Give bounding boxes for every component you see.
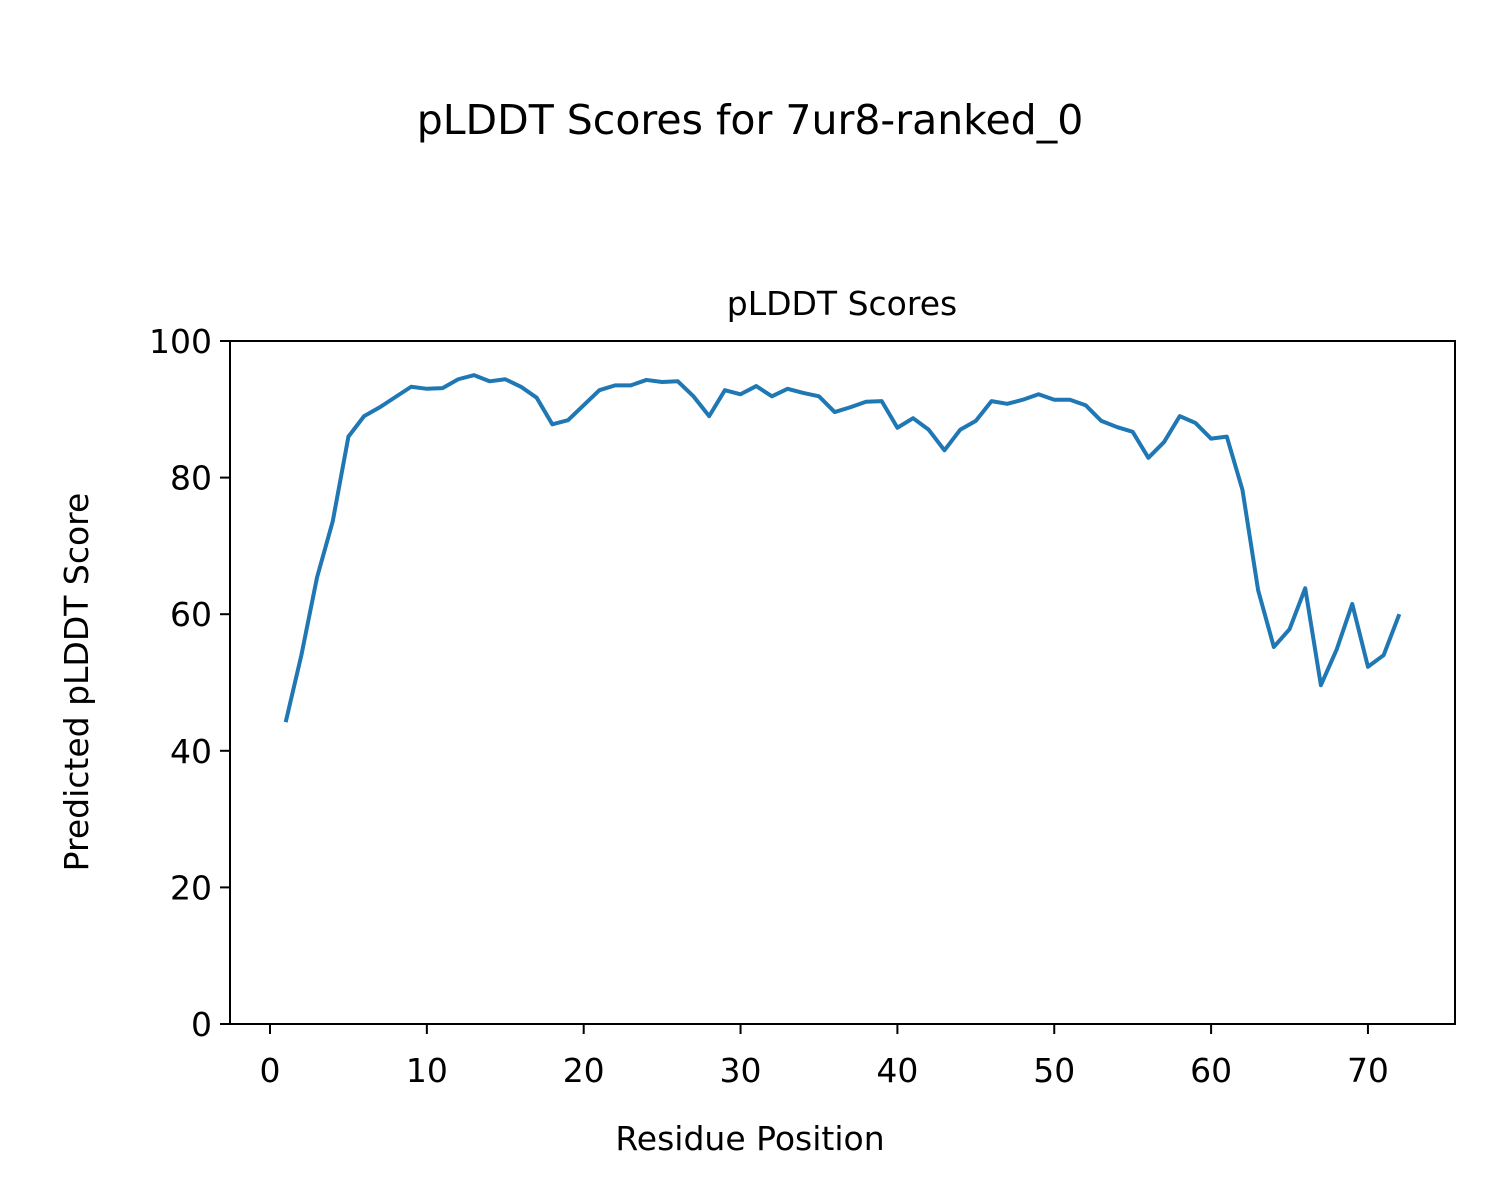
y-tick-label: 0	[191, 1005, 212, 1044]
y-tick-label: 60	[170, 595, 212, 634]
y-axis-label: Predicted pLDDT Score	[57, 493, 96, 872]
y-tick-label: 80	[170, 459, 212, 498]
figure-title: pLDDT Scores for 7ur8-ranked_0	[417, 96, 1084, 144]
x-tick-label: 60	[1190, 1051, 1232, 1090]
x-tick-label: 30	[720, 1051, 762, 1090]
line	[283, 373, 1402, 723]
x-tick-label: 40	[876, 1051, 918, 1090]
plot-frame	[229, 340, 1456, 1025]
x-tick-label: 10	[406, 1051, 448, 1090]
x-tick-label: 20	[563, 1051, 605, 1090]
x-tick-label: 70	[1347, 1051, 1389, 1090]
y-tick-label: 20	[170, 868, 212, 907]
y-tick-label: 100	[149, 322, 212, 361]
x-axis-label: Residue Position	[615, 1119, 884, 1158]
x-tick-label: 50	[1033, 1051, 1075, 1090]
y-tick-label: 40	[170, 732, 212, 771]
x-tick-label: 0	[259, 1051, 280, 1090]
axes-title: pLDDT Scores	[727, 284, 957, 323]
